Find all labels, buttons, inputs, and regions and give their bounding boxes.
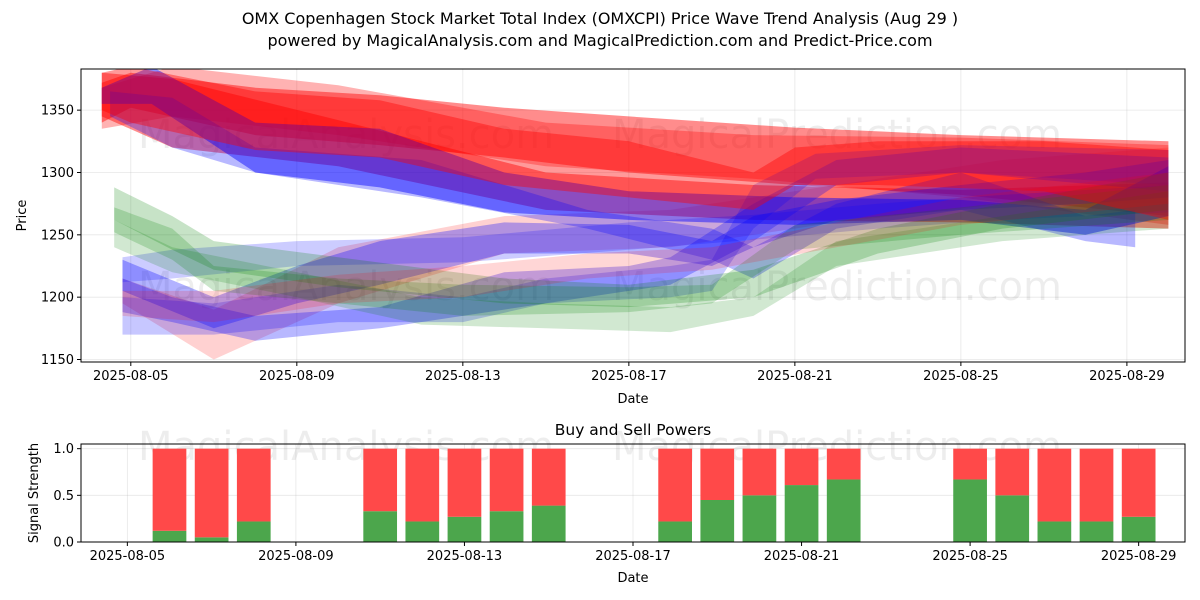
x-tick-label: 2025-08-05	[90, 549, 166, 564]
x-axis-label: Date	[617, 392, 648, 407]
buy-power-bar	[784, 485, 819, 542]
sell-power-bar	[953, 448, 987, 480]
blue-wave-band	[122, 160, 1169, 329]
buy-power-bar	[826, 479, 861, 542]
buy-power-bar	[236, 521, 271, 542]
x-tick-label: 2025-08-17	[591, 369, 667, 384]
buy-power-bar	[152, 530, 187, 542]
x-tick-label: 2025-08-29	[1101, 549, 1177, 564]
watermark-text: MagicalAnalysis.com	[138, 112, 554, 158]
sell-power-bar	[489, 448, 524, 512]
sell-power-bar	[1121, 448, 1156, 517]
green-wave-band	[114, 191, 1169, 333]
buy-power-bar	[658, 521, 692, 542]
x-tick-label: 2025-08-09	[258, 549, 334, 564]
sell-power-bar	[826, 448, 861, 480]
x-axis-label: Date	[617, 571, 648, 586]
buy-power-bar	[405, 521, 440, 542]
buy-power-bar	[953, 479, 987, 542]
buy-power-bar	[1037, 521, 1072, 542]
y-tick-label: 1150	[41, 353, 74, 368]
sell-power-bar	[700, 448, 735, 500]
sell-power-bar	[742, 448, 777, 496]
buy-power-bar	[1079, 521, 1114, 542]
x-tick-label: 2025-08-13	[425, 369, 501, 384]
red-wave-band	[122, 147, 1169, 360]
bar-chart-title: Buy and Sell Powers	[555, 421, 712, 439]
buy-power-bar	[489, 511, 524, 542]
buy-power-bar	[531, 505, 566, 542]
y-axis-label: Price	[15, 200, 30, 232]
red-wave-band	[122, 172, 1169, 323]
x-tick-label: 2025-08-25	[923, 369, 999, 384]
price-wave-bands	[101, 69, 1169, 360]
y-tick-label: 1200	[41, 291, 74, 306]
sell-power-bar	[658, 448, 692, 522]
y-tick-label: 1300	[41, 166, 74, 181]
sell-power-bar	[363, 448, 398, 512]
blue-wave-band	[101, 69, 1169, 235]
red-wave-band	[101, 69, 1169, 220]
sell-power-bar	[236, 448, 271, 522]
y-tick-label: 1.0	[53, 442, 74, 457]
y-tick-label: 1350	[41, 104, 74, 119]
red-wave-band	[101, 72, 1169, 217]
sell-power-bar	[531, 448, 566, 506]
buy-power-bar	[1121, 516, 1156, 542]
x-tick-label: 2025-08-09	[259, 369, 335, 384]
sell-power-bar	[405, 448, 440, 522]
x-tick-label: 2025-08-21	[757, 369, 833, 384]
green-wave-band	[114, 185, 1169, 316]
buy-power-bar	[995, 495, 1030, 542]
sell-power-bar	[152, 448, 187, 531]
buy-power-bar	[700, 500, 735, 542]
green-wave-band	[114, 172, 1169, 308]
sell-power-bar	[1079, 448, 1114, 522]
sell-power-bar	[194, 448, 229, 538]
blue-wave-band	[122, 147, 1169, 341]
red-wave-band	[101, 72, 1169, 229]
x-tick-label: 2025-08-29	[1089, 369, 1165, 384]
blue-wave-band	[110, 91, 1136, 279]
sell-power-bar	[447, 448, 482, 517]
sell-power-bar	[1037, 448, 1072, 522]
buy-power-bar	[194, 537, 229, 542]
watermark-text: MagicalPrediction.com	[612, 112, 1062, 158]
y-tick-label: 0.0	[53, 536, 74, 551]
x-tick-label: 2025-08-25	[932, 549, 1008, 564]
watermark-text: MagicalPrediction.com	[612, 264, 1062, 310]
chart-title: OMX Copenhagen Stock Market Total Index …	[241, 9, 959, 28]
buy-power-bar	[363, 511, 398, 542]
x-tick-label: 2025-08-17	[595, 549, 671, 564]
x-tick-label: 2025-08-21	[764, 549, 840, 564]
blue-wave-band	[122, 185, 1169, 283]
buy-power-bar	[447, 516, 482, 542]
watermark-text: MagicalAnalysis.com	[138, 264, 554, 310]
buy-power-bar	[742, 495, 777, 542]
red-wave-band	[101, 69, 1169, 225]
y-tick-label: 1250	[41, 228, 74, 243]
x-tick-label: 2025-08-13	[427, 549, 503, 564]
plot-frame	[80, 68, 1186, 363]
blue-wave-band	[122, 145, 1169, 335]
y-tick-label: 0.5	[53, 489, 74, 504]
y-axis-label: Signal Strength	[27, 443, 42, 543]
chart-subtitle: powered by MagicalAnalysis.com and Magic…	[267, 31, 933, 50]
x-tick-label: 2025-08-05	[93, 369, 169, 384]
sell-power-bar	[784, 448, 819, 486]
sell-power-bar	[995, 448, 1030, 496]
